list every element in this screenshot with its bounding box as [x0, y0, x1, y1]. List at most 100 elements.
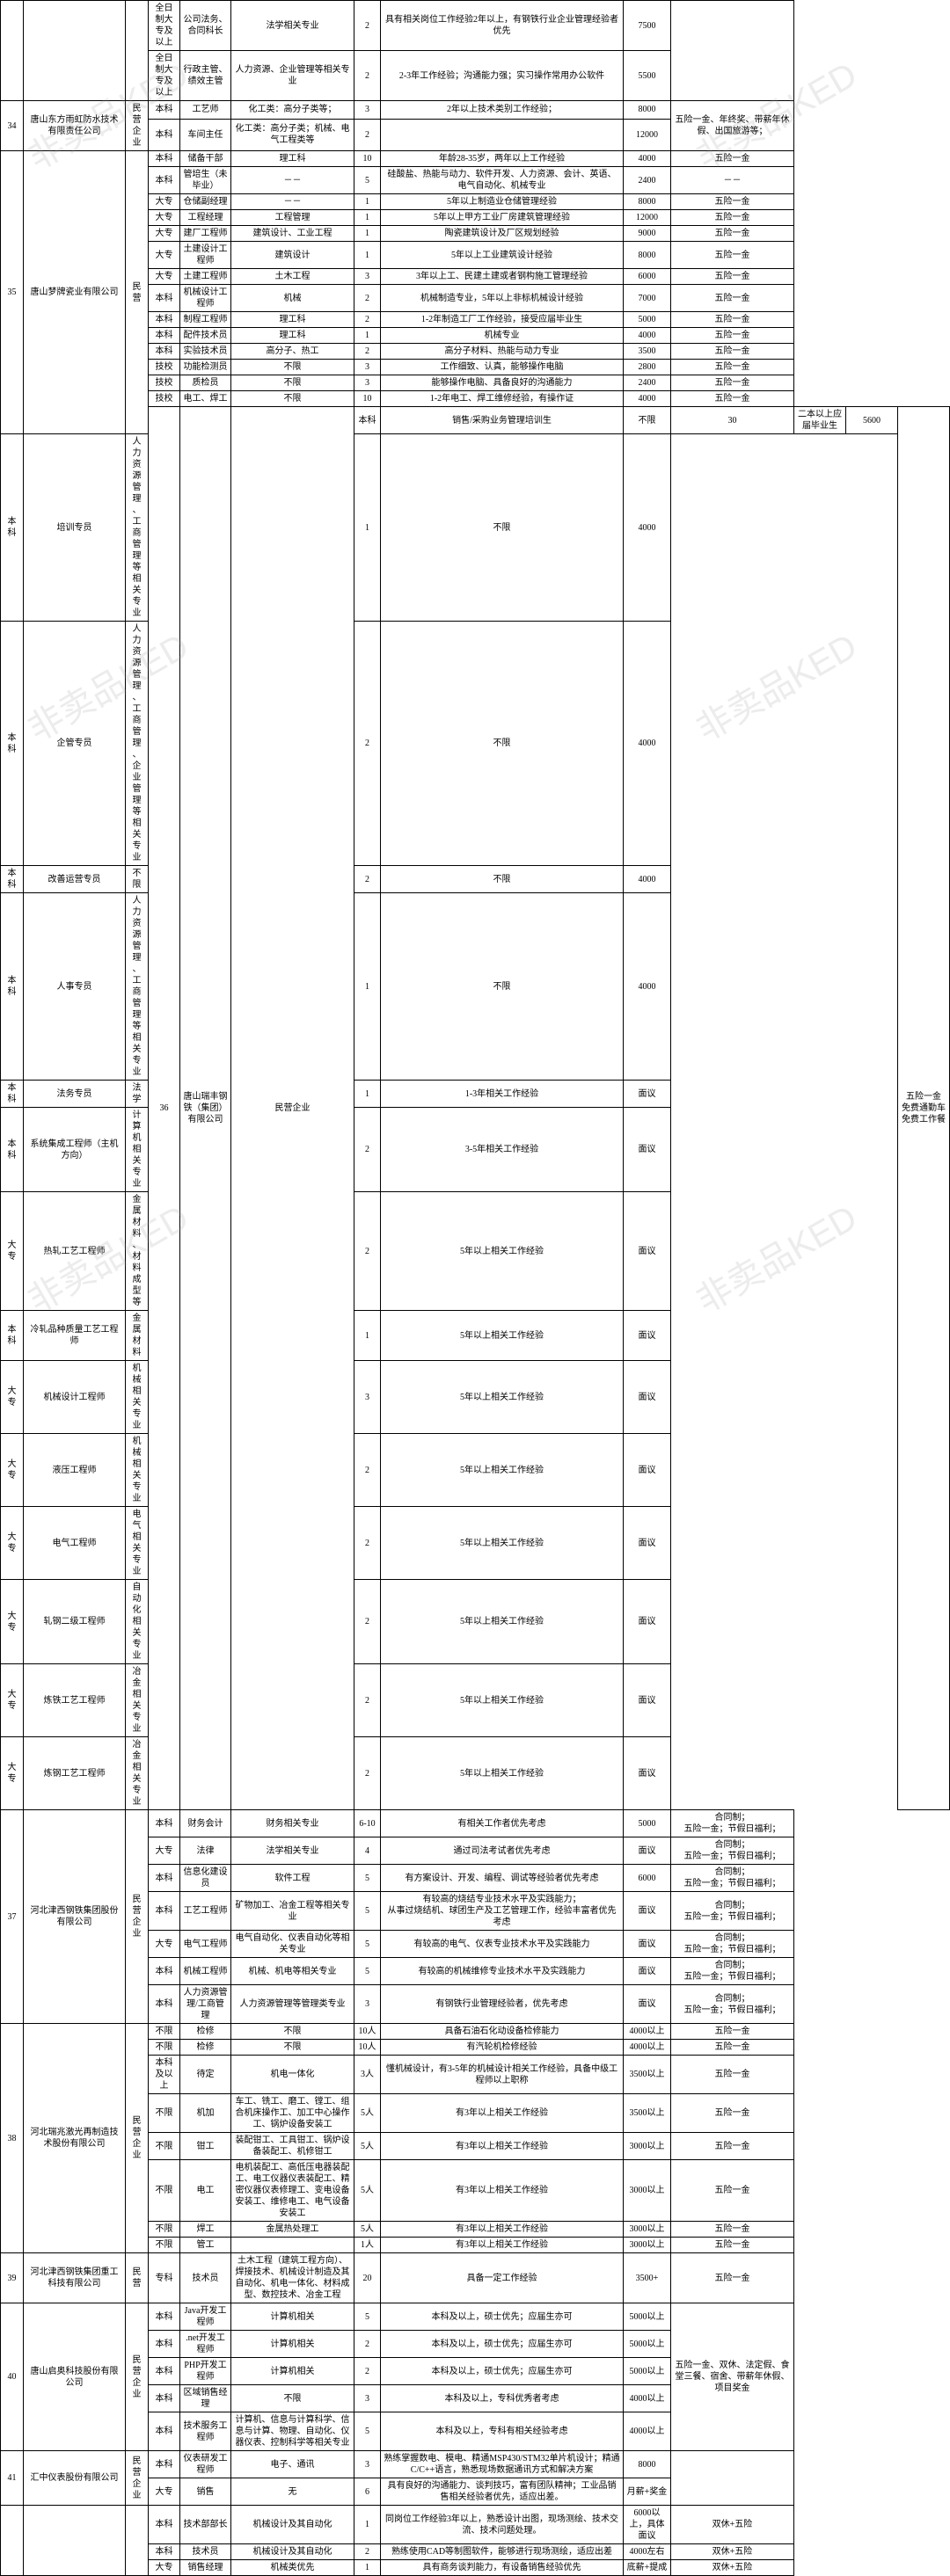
major-cell: 高分子、热工 — [231, 344, 354, 360]
count-cell: 1 — [354, 242, 381, 269]
position-cell: 法务专员 — [24, 1081, 126, 1108]
salary-cell: 4000 — [624, 391, 671, 407]
position-cell: 信息化建设员 — [180, 1865, 231, 1892]
major-cell: 金属材料 — [126, 1311, 149, 1361]
type-cell: 民营 — [126, 151, 149, 434]
edu-cell: 本科 — [149, 312, 180, 328]
count-cell: 10 — [354, 391, 381, 407]
seq-cell: 35 — [1, 151, 24, 434]
edu-cell: 技校 — [149, 375, 180, 391]
salary-cell: 4000以上 — [624, 2385, 671, 2412]
benefit-cell: 合同制；五险一金；节假日福利； — [671, 1837, 794, 1865]
table-row: 本科企管专员人力资源管理、工商管理、企业管理等相关专业2不限4000 — [1, 622, 950, 866]
salary-cell: 4000以上 — [624, 2024, 671, 2040]
count-cell: 2 — [354, 119, 381, 150]
type-cell — [126, 2506, 149, 2576]
edu-cell: 本科及以上 — [149, 2056, 180, 2094]
requirement-cell: 5年以上工业建筑设计经验 — [381, 242, 624, 269]
count-cell: 3 — [354, 2385, 381, 2412]
seq-cell: 34 — [1, 101, 24, 151]
company-cell: 河北津西钢铁集团股份有限公司 — [24, 1810, 126, 2024]
benefit-cell: 五险一金 — [671, 344, 794, 360]
table-row: 38河北瑞兆激光再制造技术股份有限公司民营企业不限检修不限10人具备石油石化动设… — [1, 2024, 950, 2040]
edu-cell: 大专 — [1, 1664, 24, 1737]
salary-cell: 面议 — [624, 1507, 671, 1580]
major-cell: 不限 — [624, 407, 671, 434]
edu-cell: 本科 — [149, 2358, 180, 2385]
count-cell: 5 — [354, 1958, 381, 1985]
salary-cell: 面议 — [624, 1108, 671, 1192]
edu-cell: 本科 — [149, 2385, 180, 2412]
major-cell: 理工科 — [231, 151, 354, 167]
edu-cell: 本科 — [149, 2544, 180, 2560]
table-row: 大专电气工程师电气相关专业25年以上相关工作经验面议 — [1, 1507, 950, 1580]
type-cell: 民营企业 — [126, 2024, 149, 2253]
count-cell: 20 — [354, 2253, 381, 2303]
position-cell: 电气工程师 — [180, 1931, 231, 1958]
edu-cell: 全日制大专及以上 — [149, 1, 180, 51]
major-cell: 计算机相关专业 — [126, 1108, 149, 1192]
count-cell: 2 — [354, 1737, 381, 1810]
count-cell: 2 — [354, 1108, 381, 1192]
major-cell: 自动化相关专业 — [126, 1580, 149, 1664]
salary-cell: 4000 — [624, 151, 671, 167]
edu-cell: 大专 — [149, 269, 180, 285]
edu-cell: 本科 — [149, 2506, 180, 2544]
table-row: 全日制大专及以上公司法务、合同科长法学相关专业2具有相关岗位工作经验2年以上，有… — [1, 1, 950, 51]
benefit-cell: 五险一金、双休、法定假、食堂三餐、宿舍、带薪年休假、项目奖金 — [671, 2303, 794, 2451]
edu-cell: 大专 — [1, 1434, 24, 1507]
position-cell: 仓储副经理 — [180, 194, 231, 210]
salary-cell: 2400 — [624, 375, 671, 391]
benefit-cell: 五险一金 — [671, 375, 794, 391]
requirement-cell: 5年以上制造业仓储管理经验 — [381, 194, 624, 210]
requirement-cell: 工作细致、认真，能够操作电脑 — [381, 360, 624, 375]
benefit-cell: －－ — [671, 167, 794, 194]
salary-cell: 3500 — [624, 344, 671, 360]
salary-cell: 4000 — [624, 893, 671, 1081]
requirement-cell: 1-2年制造工厂工作经验，接受应届毕业生 — [381, 312, 624, 328]
count-cell: 3人 — [354, 2056, 381, 2094]
edu-cell: 本科 — [149, 167, 180, 194]
company-cell: 唐山启奥科技股份有限公司 — [24, 2303, 126, 2451]
benefit-cell: 合同制；五险一金；节假日福利； — [671, 1931, 794, 1958]
edu-cell: 大专 — [149, 242, 180, 269]
count-cell: 5 — [354, 1931, 381, 1958]
requirement-cell: 3-5年相关工作经验 — [381, 1108, 624, 1192]
salary-cell: 6000 — [624, 269, 671, 285]
edu-cell: 大专 — [1, 1580, 24, 1664]
position-cell: 电工、焊工 — [180, 391, 231, 407]
edu-cell: 本科 — [1, 1081, 24, 1108]
major-cell: 机械相关专业 — [126, 1361, 149, 1434]
position-cell: 销售 — [180, 2478, 231, 2506]
requirement-cell: 有3年以上相关工作经验 — [381, 2094, 624, 2133]
position-cell: 功能检测员 — [180, 360, 231, 375]
major-cell: －－ — [231, 194, 354, 210]
position-cell: 法律 — [180, 1837, 231, 1865]
count-cell: 5 — [354, 2303, 381, 2331]
edu-cell: 本科 — [1, 434, 24, 622]
edu-cell: 大专 — [1, 1507, 24, 1580]
edu-cell: 本科 — [149, 1810, 180, 1837]
requirement-cell: 不限 — [381, 893, 624, 1081]
count-cell: 5 — [354, 1865, 381, 1892]
table-row: 40唐山启奥科技股份有限公司民营企业本科Java开发工程师计算机相关5本科及以上… — [1, 2303, 950, 2331]
position-cell: 冷轧品种质量工艺工程师 — [24, 1311, 126, 1361]
benefit-cell: 五险一金 — [671, 226, 794, 242]
requirement-cell: 本科及以上，硕士优先；应届生亦可 — [381, 2331, 624, 2358]
count-cell: 1 — [354, 434, 381, 622]
edu-cell: 大专 — [149, 226, 180, 242]
count-cell: 1人 — [354, 2238, 381, 2253]
count-cell: 2 — [354, 2544, 381, 2560]
major-cell: 电机装配工、高低压电器装配工、电工仪器仪表装配工、精密仪器仪表修理工、变电设备安… — [231, 2160, 354, 2222]
major-cell: 土木工程 — [231, 269, 354, 285]
salary-cell: 9000 — [624, 226, 671, 242]
count-cell: 10 — [354, 151, 381, 167]
major-cell: 不限 — [231, 391, 354, 407]
salary-cell: 面议 — [624, 1434, 671, 1507]
salary-cell: 3000以上 — [624, 2160, 671, 2222]
count-cell: 2 — [354, 622, 381, 866]
type-cell: 民营企业 — [126, 101, 149, 151]
major-cell: 机械相关专业 — [126, 1434, 149, 1507]
benefit-cell: 五险一金 — [671, 2056, 794, 2094]
position-cell: 公司法务、合同科长 — [180, 1, 231, 51]
